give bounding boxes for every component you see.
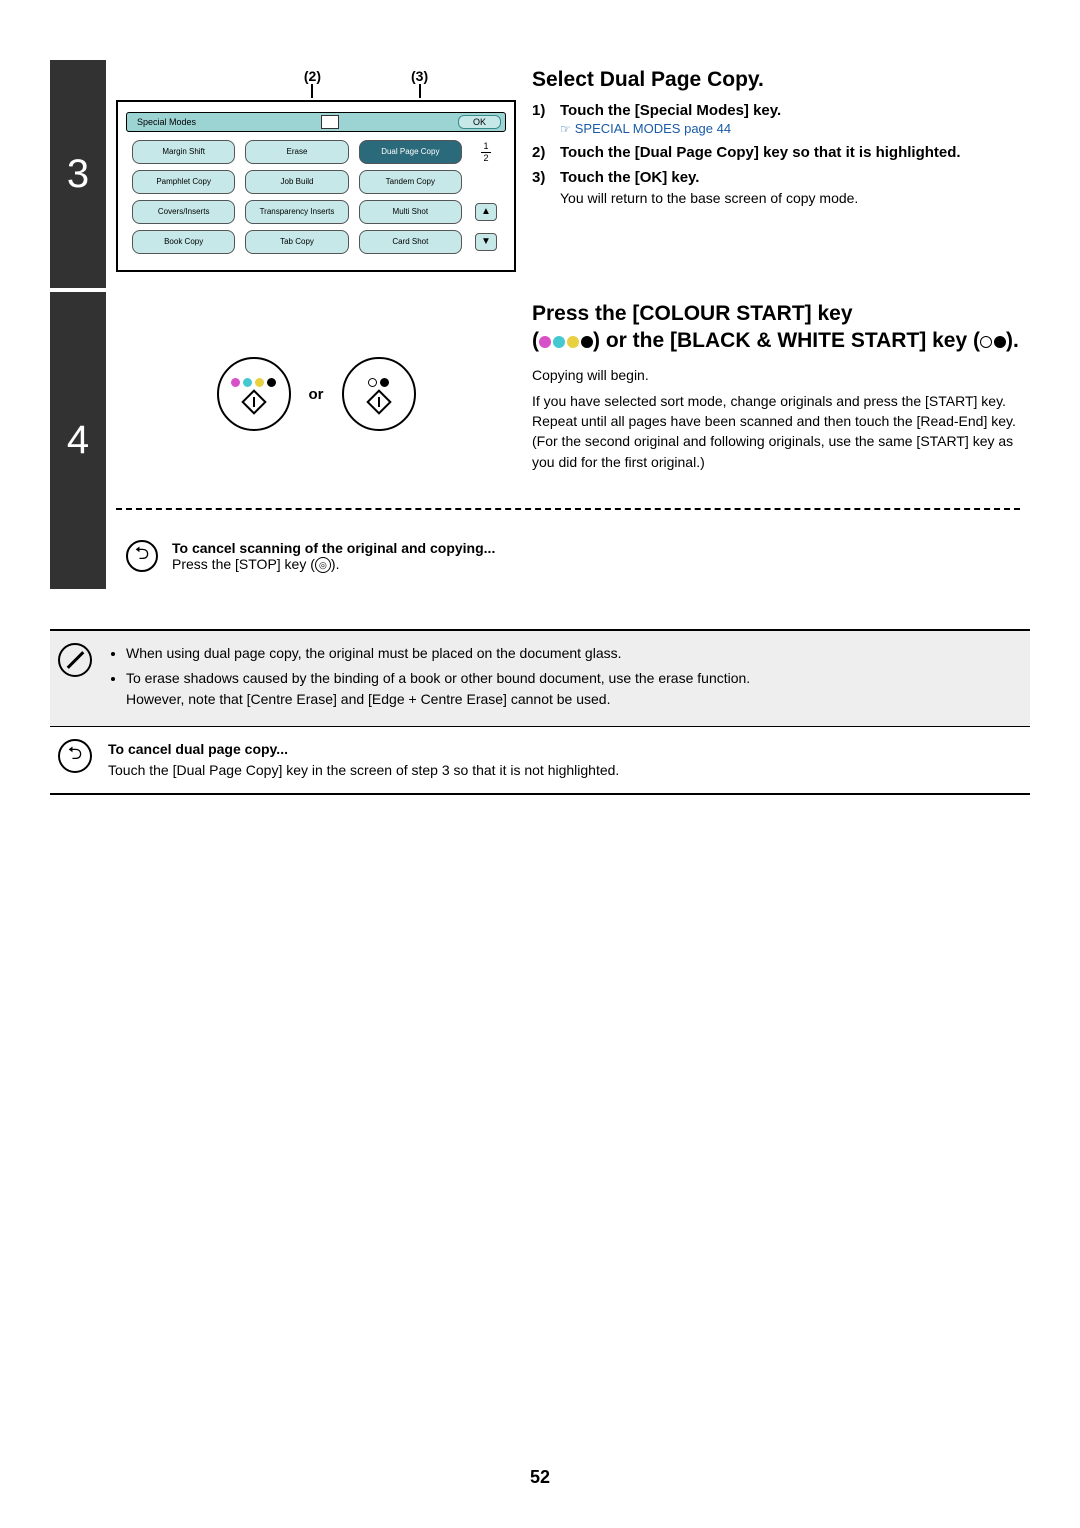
pointer-icon: ☞ xyxy=(560,122,571,136)
mode-button-grid: Margin Shift Erase Dual Page Copy 1 2 Pa… xyxy=(126,140,506,254)
ok-button[interactable]: OK xyxy=(458,115,501,129)
note-cancel-text: To cancel dual page copy... Touch the [D… xyxy=(108,739,1022,781)
start-buttons-diagram: or xyxy=(116,300,516,478)
tandem-copy-button[interactable]: Tandem Copy xyxy=(359,170,462,194)
page-number: 52 xyxy=(0,1467,1080,1488)
diamond-icon xyxy=(366,389,391,414)
bw-dots-inline-icon xyxy=(980,336,1006,348)
page-num-2: 2 xyxy=(472,154,500,163)
colour-dots-icon xyxy=(231,378,276,387)
pamphlet-copy-button[interactable]: Pamphlet Copy xyxy=(132,170,235,194)
page-num-1: 1 xyxy=(472,142,500,151)
callout-line xyxy=(311,84,313,98)
instruction-list: Touch the [Special Modes] key. ☞SPECIAL … xyxy=(532,102,1020,206)
page-indicator: 1 2 xyxy=(472,140,500,164)
cancel-title: To cancel scanning of the original and c… xyxy=(172,540,495,556)
card-shot-button[interactable]: Card Shot xyxy=(359,230,462,254)
screen-header: Special Modes OK xyxy=(126,112,506,132)
callout-line xyxy=(419,84,421,98)
step-3-screenshot-area: (2) (3) Special Modes OK Margin Shift Er… xyxy=(116,68,516,272)
step-4-content: or Press the [COLOUR START] key () or th… xyxy=(106,292,1030,589)
callout-labels: (2) (3) xyxy=(116,68,516,98)
stop-key-icon: ◎ xyxy=(315,557,331,573)
bw-start-button[interactable] xyxy=(342,357,416,431)
step-3-row: 3 (2) (3) Special Modes OK xyxy=(50,60,1030,288)
tab-copy-button[interactable]: Tab Copy xyxy=(245,230,348,254)
multi-shot-button[interactable]: Multi Shot xyxy=(359,200,462,224)
cancel-scanning-text: To cancel scanning of the original and c… xyxy=(172,540,495,573)
note-cancel-row: ⮌ To cancel dual page copy... Touch the … xyxy=(50,726,1030,793)
notes-section: When using dual page copy, the original … xyxy=(50,629,1030,795)
instruction-3-note: You will return to the base screen of co… xyxy=(560,190,1020,206)
callout-3: (3) xyxy=(411,68,428,84)
special-modes-link[interactable]: ☞SPECIAL MODES page 44 xyxy=(560,121,1020,136)
document-icon xyxy=(321,115,339,129)
dual-page-copy-button[interactable]: Dual Page Copy xyxy=(359,140,462,164)
step-number: 3 xyxy=(50,60,106,288)
bw-dots-icon xyxy=(368,378,389,387)
margin-shift-button[interactable]: Margin Shift xyxy=(132,140,235,164)
lcd-screen: Special Modes OK Margin Shift Erase Dual… xyxy=(116,100,516,272)
step-4-title: Press the [COLOUR START] key () or the [… xyxy=(532,300,1020,355)
step-4-instructions: Press the [COLOUR START] key () or the [… xyxy=(532,300,1020,478)
job-build-button[interactable]: Job Build xyxy=(245,170,348,194)
step-4-row: 4 or Press the [ xyxy=(50,292,1030,589)
back-arrow-icon: ⮌ xyxy=(126,540,158,572)
copying-begin-text: Copying will begin. xyxy=(532,365,1020,385)
step-number: 4 xyxy=(50,292,106,589)
note-cancel-body: Touch the [Dual Page Copy] key in the sc… xyxy=(108,762,619,778)
step-3-instructions: Select Dual Page Copy. Touch the [Specia… xyxy=(532,68,1020,272)
note-info-text: When using dual page copy, the original … xyxy=(108,643,1022,714)
colour-start-button[interactable] xyxy=(217,357,291,431)
note-bullet-1: When using dual page copy, the original … xyxy=(126,643,1022,664)
instruction-1-label: Touch the [Special Modes] key. xyxy=(560,102,781,119)
callout-2: (2) xyxy=(304,68,321,84)
book-copy-button[interactable]: Book Copy xyxy=(132,230,235,254)
instruction-1: Touch the [Special Modes] key. ☞SPECIAL … xyxy=(532,102,1020,136)
erase-button[interactable]: Erase xyxy=(245,140,348,164)
sort-mode-text: If you have selected sort mode, change o… xyxy=(532,391,1020,472)
note-bullet-2: To erase shadows caused by the binding o… xyxy=(126,668,1022,710)
step-3-content: (2) (3) Special Modes OK Margin Shift Er… xyxy=(106,60,1030,288)
note-cancel-title: To cancel dual page copy... xyxy=(108,741,288,757)
screen-title: Special Modes xyxy=(131,115,202,129)
scroll-down-button[interactable]: ▼ xyxy=(475,233,497,251)
instruction-3: Touch the [OK] key. You will return to t… xyxy=(532,169,1020,206)
cancel-scanning-row: ⮌ To cancel scanning of the original and… xyxy=(116,540,1020,573)
back-arrow-icon: ⮌ xyxy=(58,739,92,773)
step-4-top: or Press the [COLOUR START] key () or th… xyxy=(116,300,1020,478)
dashed-separator xyxy=(116,508,1020,510)
diamond-icon xyxy=(241,389,266,414)
transparency-inserts-button[interactable]: Transparency Inserts xyxy=(245,200,348,224)
colour-dots-inline-icon xyxy=(539,336,593,348)
scroll-up-button[interactable]: ▲ xyxy=(475,203,497,221)
instruction-3-label: Touch the [OK] key. xyxy=(560,169,699,186)
instruction-2: Touch the [Dual Page Copy] key so that i… xyxy=(532,144,1020,161)
or-label: or xyxy=(309,386,324,403)
pencil-icon xyxy=(58,643,92,677)
note-info-row: When using dual page copy, the original … xyxy=(50,631,1030,726)
step-3-title: Select Dual Page Copy. xyxy=(532,68,1020,92)
covers-inserts-button[interactable]: Covers/Inserts xyxy=(132,200,235,224)
